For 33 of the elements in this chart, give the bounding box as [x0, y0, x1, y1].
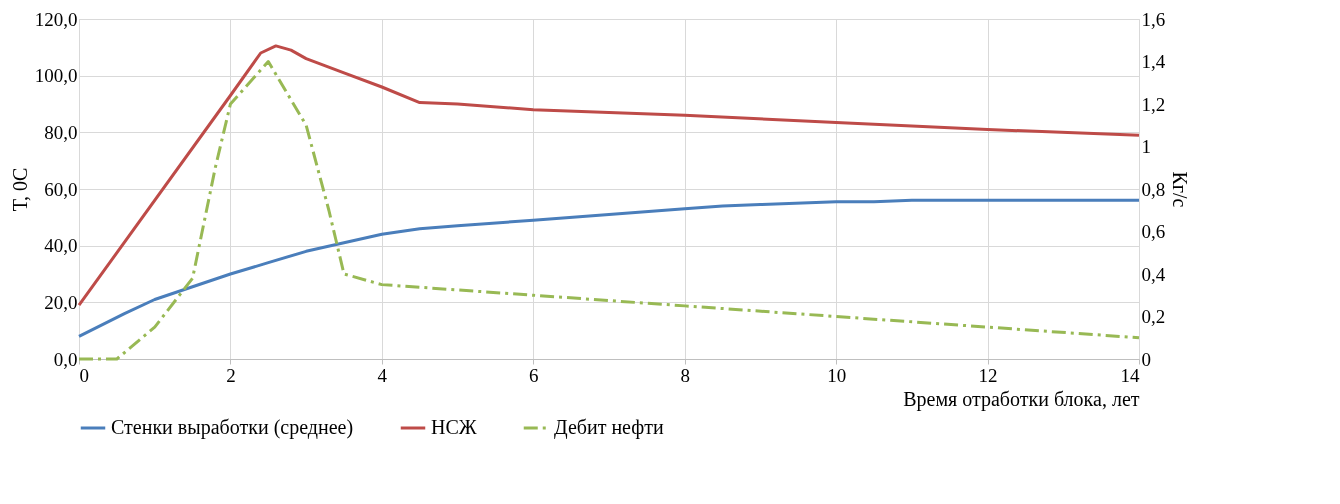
y-tick-label: 60,0 [44, 178, 78, 200]
y-tick-label: 20,0 [44, 291, 78, 313]
y2-tick-label: 1 [1141, 136, 1151, 157]
legend-label: Дебит нефти [554, 416, 664, 439]
y-tick-label: 0,0 [53, 348, 78, 370]
x-tick-label: 4 [377, 364, 388, 386]
x-tick-label: 14 [1120, 364, 1140, 386]
y2-tick-label: 0 [1141, 348, 1151, 370]
x-tick-label: 2 [226, 364, 236, 386]
line-series [77, 60, 1141, 361]
x-tick-label: 6 [529, 364, 539, 386]
y2-tick-label: 0,4 [1141, 263, 1166, 285]
y2-tick-label: 0,6 [1141, 221, 1166, 242]
y-tick-label: 40,0 [44, 235, 78, 257]
y2-tick-label: 1,6 [1141, 8, 1166, 30]
y2-tick-label: 1,2 [1141, 93, 1166, 115]
x-tick-label: 0 [79, 364, 89, 386]
legend-label: НСЖ [431, 416, 477, 438]
x-tick-label: 10 [827, 364, 847, 386]
y-tick-label: 100,0 [34, 65, 78, 87]
x-tick-label: 8 [680, 364, 690, 386]
line-series [77, 44, 1141, 307]
y2-tick-label: 0,8 [1141, 178, 1166, 200]
x-axis-title: Время отработки блока, лет [903, 387, 1140, 411]
y2-axis-title: Кг/с [1169, 171, 1192, 208]
y2-tick-label: 1,4 [1141, 51, 1166, 72]
y-tick-label: 120,0 [34, 8, 78, 30]
line-series [77, 198, 1141, 338]
y2-tick-label: 0,2 [1141, 306, 1166, 327]
y-tick-label: 80,0 [44, 121, 78, 143]
x-tick-label: 12 [978, 364, 998, 386]
legend-label: Стенки выработки (среднее) [111, 416, 354, 439]
y-axis-title: Т, 0С [8, 167, 31, 212]
